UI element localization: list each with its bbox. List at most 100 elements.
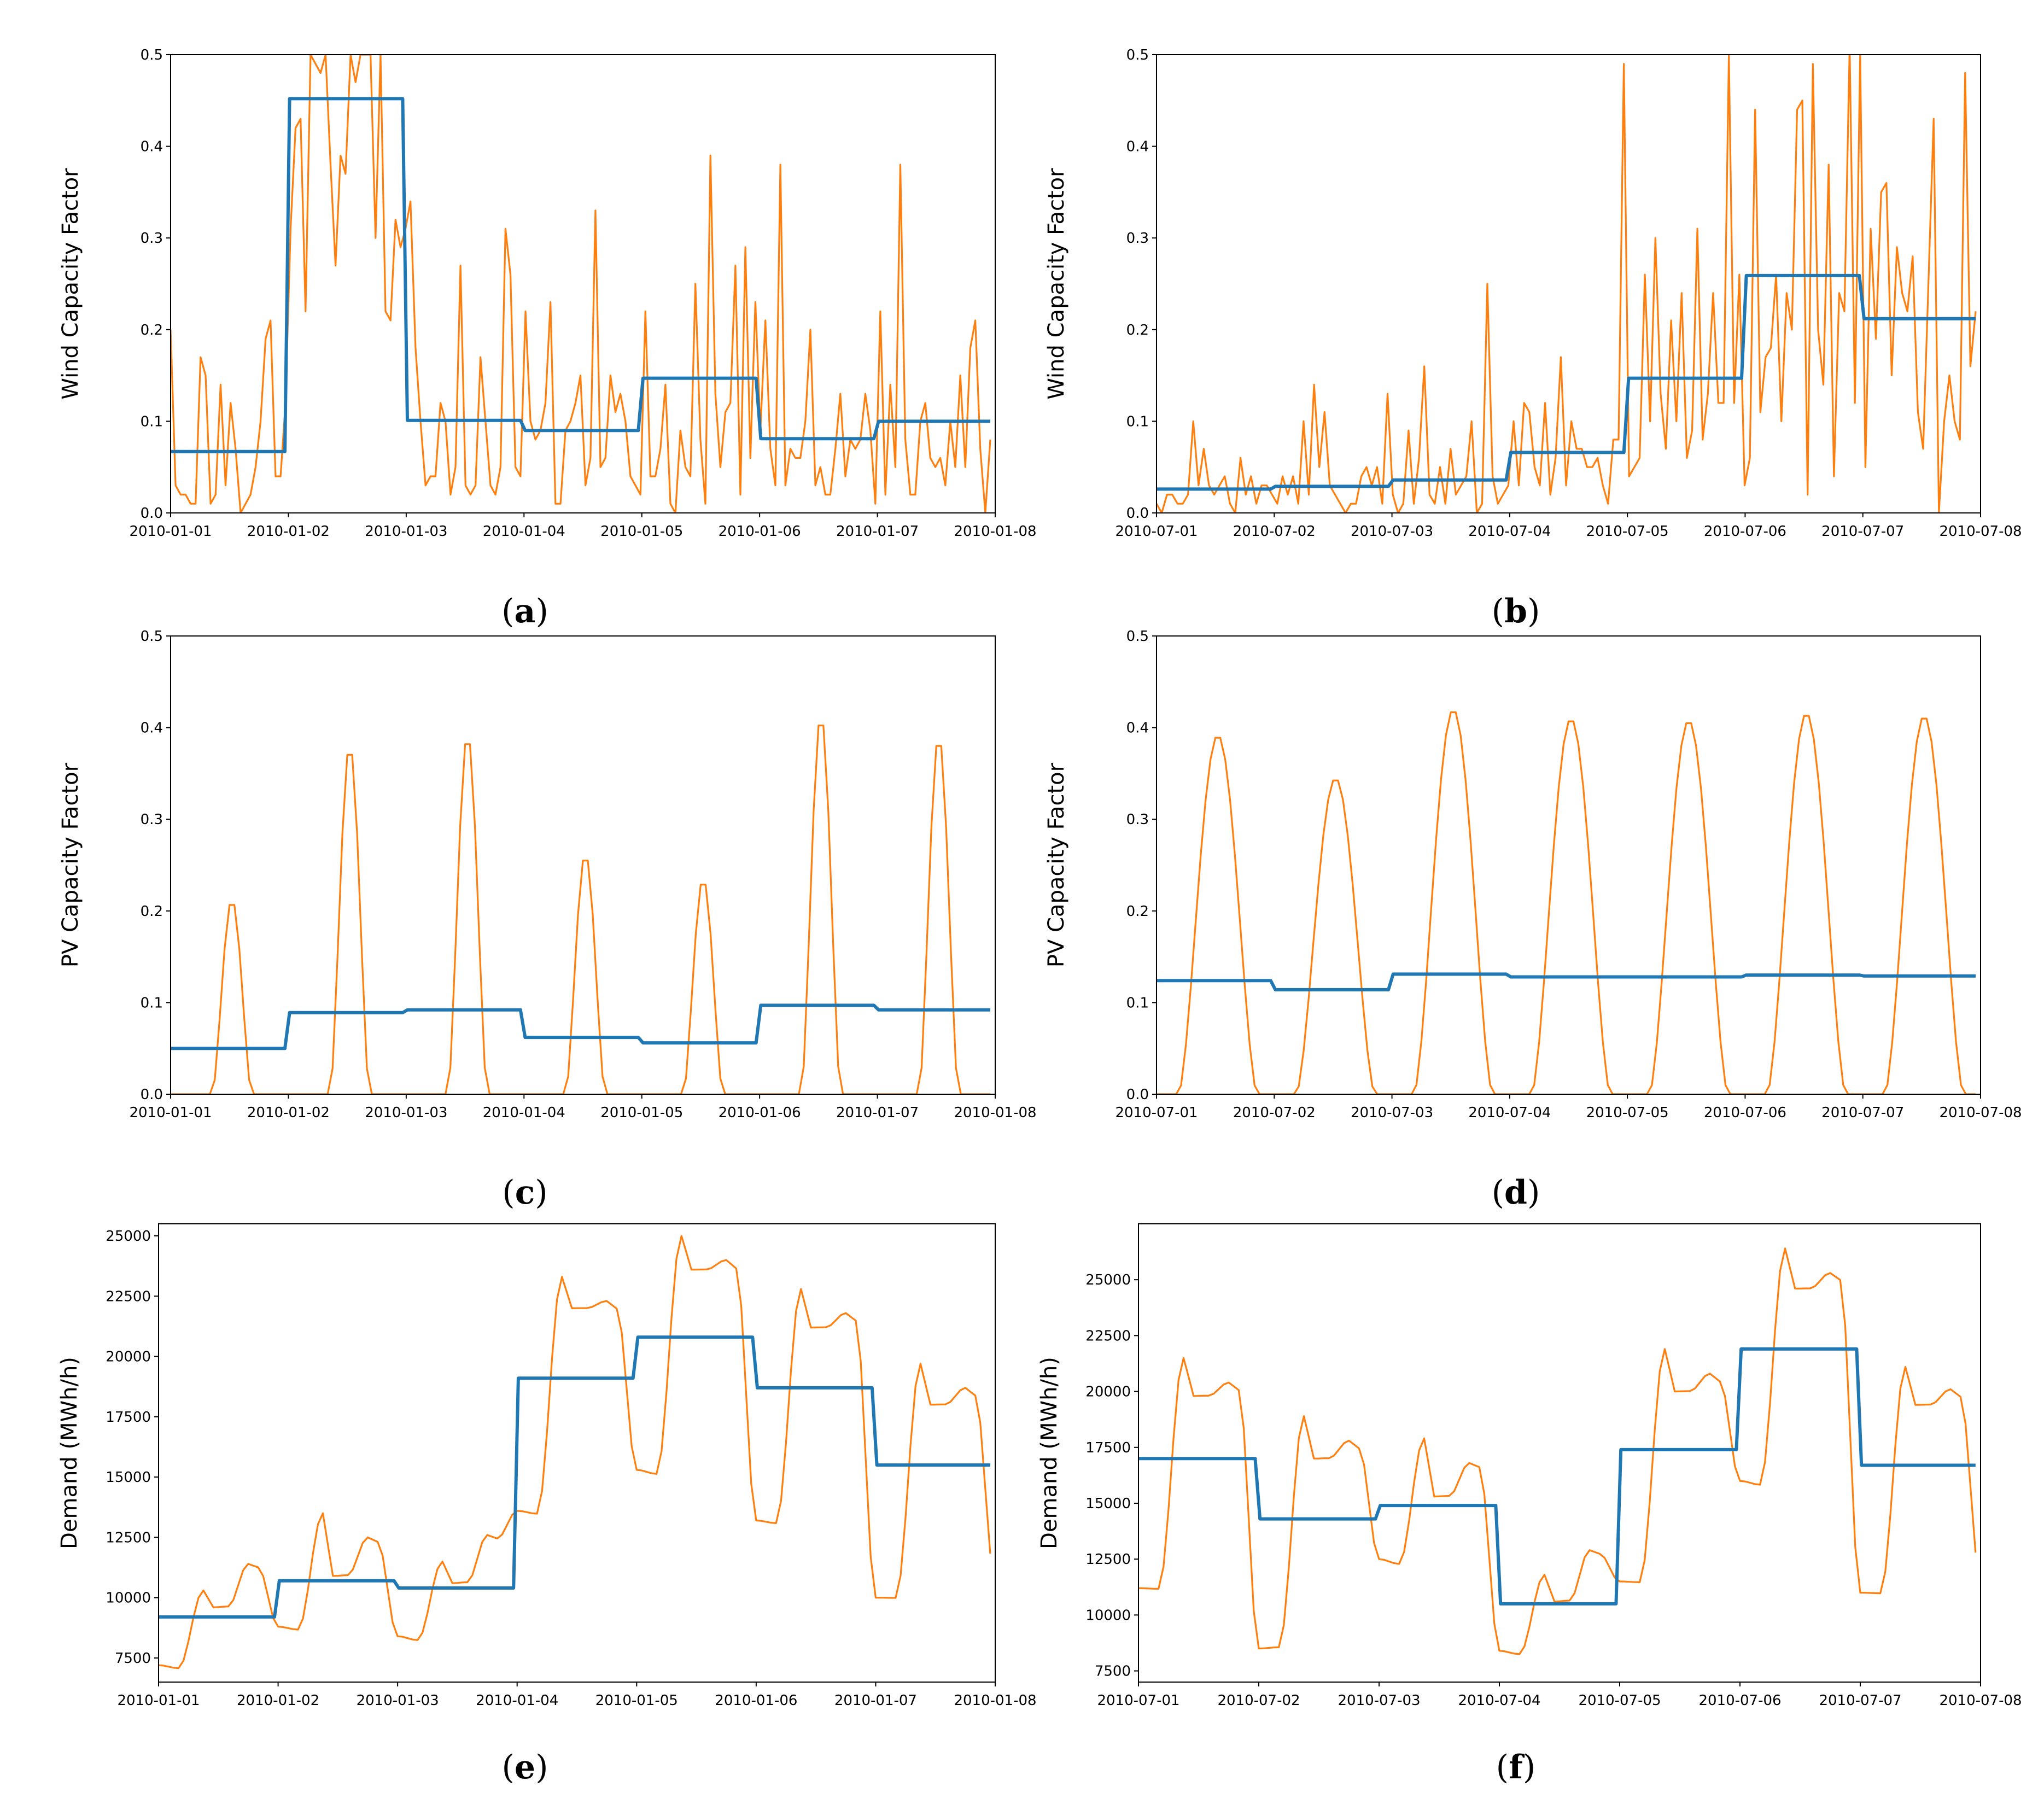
x-tick-label: 2010-07-03 — [1338, 1692, 1420, 1709]
y-tick-label: 17500 — [1085, 1440, 1131, 1456]
x-tick-label: 2010-01-06 — [719, 1105, 801, 1121]
x-tick-label: 2010-01-07 — [836, 523, 919, 540]
y-axis-label: PV Capacity Factor — [58, 762, 83, 967]
x-tick-label: 2010-07-03 — [1351, 1105, 1433, 1121]
y-tick-label: 15000 — [106, 1469, 151, 1486]
y-tick-label: 15000 — [1085, 1496, 1131, 1512]
y-tick-label: 0.5 — [1126, 628, 1149, 645]
caption-letter: e — [515, 1748, 535, 1787]
caption-close-paren: ) — [1527, 1174, 1540, 1212]
y-tick-label: 0.0 — [1126, 505, 1149, 522]
y-tick-label: 20000 — [1085, 1384, 1131, 1400]
caption-close-paren: ) — [535, 1748, 548, 1787]
x-tick-label: 2010-07-07 — [1819, 1692, 1901, 1709]
x-tick-label: 2010-01-08 — [954, 523, 1036, 540]
x-tick-label: 2010-07-08 — [1939, 523, 2022, 540]
panel-caption-f: (f) — [1496, 1748, 1536, 1787]
y-tick-label: 0.1 — [141, 413, 163, 430]
y-tick-label: 0.4 — [141, 139, 163, 155]
x-tick-label: 2010-01-04 — [483, 523, 565, 540]
x-tick-label: 2010-07-01 — [1097, 1692, 1179, 1709]
caption-letter: c — [515, 1174, 535, 1212]
y-tick-label: 12500 — [1085, 1551, 1131, 1568]
series-line-daily-mean — [171, 97, 990, 453]
y-tick-label: 25000 — [106, 1228, 151, 1245]
x-tick-label: 2010-01-06 — [719, 523, 801, 540]
x-tick-label: 2010-01-01 — [129, 523, 212, 540]
y-axis-label: Wind Capacity Factor — [1044, 168, 1069, 400]
y-tick-label: 0.3 — [1126, 812, 1149, 828]
panel-caption-c: (c) — [502, 1174, 547, 1212]
x-tick-label: 2010-01-03 — [357, 1692, 439, 1709]
caption-open-paren: ( — [1496, 1748, 1509, 1787]
x-tick-label: 2010-07-04 — [1468, 1105, 1551, 1121]
y-tick-label: 10000 — [106, 1590, 151, 1607]
y-axis-label: Wind Capacity Factor — [58, 168, 83, 400]
y-tick-label: 7500 — [1095, 1663, 1131, 1680]
y-axis-label: PV Capacity Factor — [1044, 762, 1069, 967]
y-tick-label: 0.3 — [141, 812, 163, 828]
caption-open-paren: ( — [502, 1174, 515, 1212]
axes-frame — [158, 1223, 996, 1683]
caption-open-paren: ( — [1492, 1174, 1504, 1212]
x-tick-label: 2010-01-06 — [715, 1692, 797, 1709]
y-tick-label: 0.1 — [1126, 995, 1149, 1011]
plot-area — [1138, 1247, 1977, 1655]
y-tick-label: 12500 — [106, 1530, 151, 1546]
y-tick-label: 0.5 — [141, 47, 163, 63]
panel-caption-d: (d) — [1492, 1174, 1540, 1212]
caption-letter: b — [1504, 592, 1527, 631]
x-tick-label: 2010-01-02 — [247, 1105, 330, 1121]
y-tick-label: 22500 — [106, 1288, 151, 1305]
series-line-daily-mean — [1138, 1347, 1976, 1606]
panel-caption-e: (e) — [501, 1748, 548, 1787]
y-tick-label: 0.1 — [1126, 413, 1149, 430]
x-tick-label: 2010-07-08 — [1939, 1105, 2022, 1121]
x-tick-label: 2010-07-04 — [1468, 523, 1551, 540]
plot-area — [159, 1235, 991, 1669]
x-tick-label: 2010-07-05 — [1586, 523, 1669, 540]
x-tick-label: 2010-07-07 — [1821, 1105, 1904, 1121]
axes-frame — [1138, 1223, 1981, 1683]
caption-letter: a — [515, 592, 536, 631]
caption-open-paren: ( — [1492, 592, 1504, 631]
x-tick-label: 2010-07-06 — [1698, 1692, 1781, 1709]
y-tick-label: 0.4 — [1126, 139, 1149, 155]
y-tick-label: 7500 — [115, 1650, 151, 1667]
y-tick-label: 0.2 — [141, 903, 163, 920]
x-tick-label: 2010-07-04 — [1458, 1692, 1540, 1709]
x-tick-label: 2010-07-02 — [1217, 1692, 1300, 1709]
plot-area — [1157, 711, 1976, 1094]
chart-panel-d: 0.0 0.1 0.2 0.3 0.4 0.5 2010-07-01 2010-07-02 20… — [1044, 628, 2022, 1121]
y-axis-label: Demand (MWh/h) — [57, 1357, 82, 1549]
x-tick-label: 2010-07-08 — [1939, 1692, 2022, 1709]
caption-close-paren: ) — [535, 1174, 547, 1212]
y-tick-label: 0.5 — [141, 628, 163, 645]
x-tick-label: 2010-01-03 — [365, 1105, 447, 1121]
series-line-daily-mean — [159, 1335, 990, 1619]
series-line-daily-mean — [1157, 972, 1976, 991]
x-tick-label: 2010-01-05 — [595, 1692, 678, 1709]
x-tick-label: 2010-07-05 — [1578, 1692, 1661, 1709]
y-tick-label: 20000 — [106, 1349, 151, 1365]
x-tick-label: 2010-07-02 — [1233, 1105, 1316, 1121]
series-line-daily-mean — [1157, 273, 1976, 491]
y-tick-label: 0.0 — [1126, 1087, 1149, 1103]
series-line-hourly — [159, 1235, 991, 1669]
x-tick-label: 2010-07-01 — [1115, 1105, 1198, 1121]
plot-area — [171, 55, 991, 513]
caption-close-paren: ) — [1523, 1748, 1535, 1787]
axes-frame — [1156, 635, 1981, 1095]
y-axis-label: Demand (MWh/h) — [1037, 1357, 1062, 1549]
y-tick-label: 0.2 — [1126, 903, 1149, 920]
x-tick-label: 2010-07-07 — [1821, 523, 1904, 540]
y-tick-label: 0.1 — [141, 995, 163, 1011]
caption-close-paren: ) — [535, 592, 548, 631]
x-tick-label: 2010-01-03 — [365, 523, 447, 540]
panel-caption-a: (a) — [501, 592, 548, 631]
y-tick-label: 10000 — [1085, 1607, 1131, 1624]
series-line-hourly — [1138, 1247, 1977, 1655]
y-tick-label: 0.3 — [141, 230, 163, 247]
y-tick-label: 0.0 — [141, 1087, 163, 1103]
y-tick-label: 0.0 — [141, 505, 163, 522]
